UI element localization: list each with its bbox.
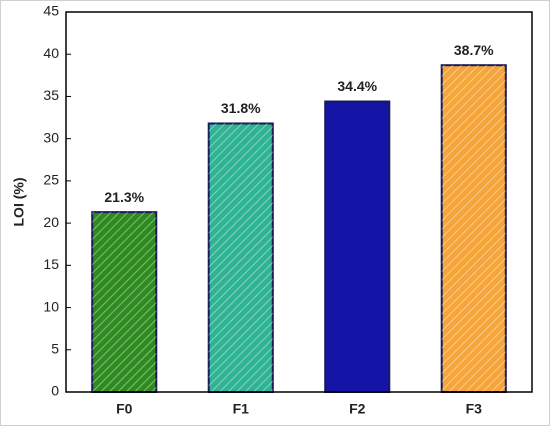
y-tick-label: 40 bbox=[43, 45, 59, 61]
y-tick-label: 25 bbox=[43, 172, 59, 188]
y-tick-label: 35 bbox=[43, 87, 59, 103]
bar-hatch bbox=[441, 65, 506, 392]
x-tick-label: F2 bbox=[349, 401, 366, 417]
y-tick-label: 45 bbox=[43, 3, 59, 19]
y-tick-label: 20 bbox=[43, 214, 59, 230]
value-label: 34.4% bbox=[337, 78, 377, 94]
plot-frame bbox=[65, 11, 533, 393]
y-tick-label: 5 bbox=[51, 340, 59, 356]
y-tick-label: 0 bbox=[51, 383, 59, 399]
bar bbox=[324, 100, 391, 393]
bar-hatch bbox=[92, 212, 157, 392]
y-tick-label: 30 bbox=[43, 129, 59, 145]
x-tick-label: F3 bbox=[466, 401, 483, 417]
value-label: 31.8% bbox=[221, 100, 261, 116]
value-label: 38.7% bbox=[454, 42, 494, 58]
y-tick-label: 10 bbox=[43, 298, 59, 314]
bar-hatch bbox=[208, 123, 273, 392]
value-label: 21.3% bbox=[104, 189, 144, 205]
x-tick-label: F0 bbox=[116, 401, 133, 417]
x-tick-label: F1 bbox=[233, 401, 250, 417]
y-axis-title: LOI (%) bbox=[11, 178, 27, 227]
y-tick-label: 15 bbox=[43, 256, 59, 272]
